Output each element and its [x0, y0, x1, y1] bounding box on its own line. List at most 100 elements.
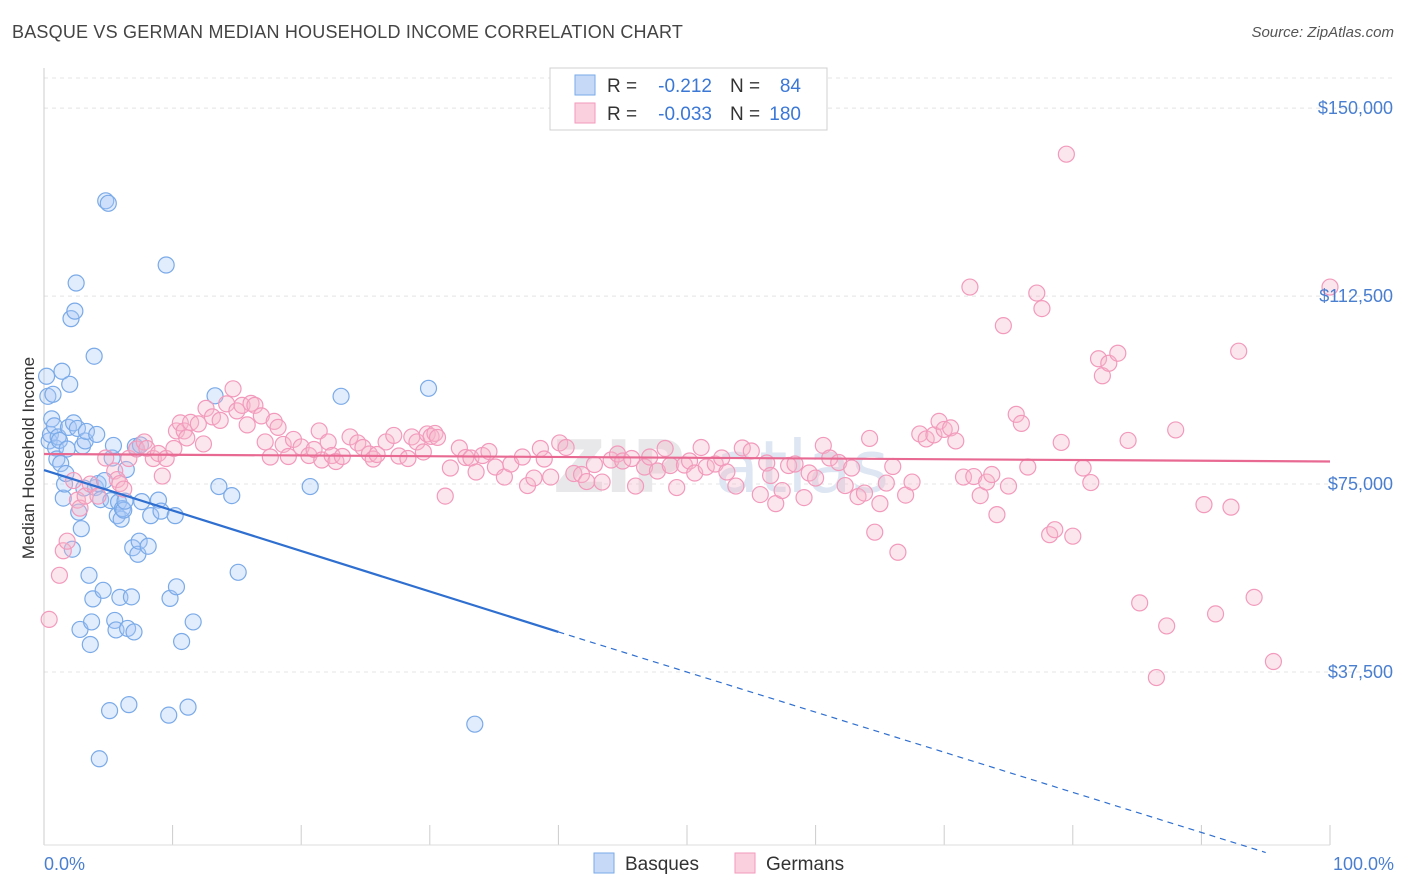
germans-point-140 [871, 495, 889, 513]
x-tick-marks [44, 825, 1331, 846]
germans-point-3 [58, 532, 76, 550]
germans-point-38 [238, 416, 256, 434]
germans-point-172 [1074, 459, 1092, 477]
germans-point-98 [593, 473, 611, 491]
legend-r-value-1: -0.212 [658, 76, 712, 97]
germans-point-96 [578, 472, 596, 491]
germans-point-106 [648, 462, 667, 480]
basques-point-90 [466, 715, 484, 733]
germans-point-76 [441, 459, 459, 477]
basques-point-18 [61, 375, 79, 393]
basques-point-68 [130, 532, 148, 550]
basques-point-89 [419, 379, 438, 397]
germans-point-173 [1082, 473, 1100, 492]
germans-point-93 [557, 438, 575, 457]
germans-point-169 [1052, 433, 1070, 452]
germans-point-120 [742, 442, 760, 460]
basques-point-86 [229, 563, 247, 581]
legend-r-label-2: R = [607, 104, 637, 125]
germans-point-52 [310, 422, 328, 440]
y-tick-label-1: $75,000 [1328, 474, 1393, 494]
basques-point-40 [90, 750, 108, 768]
germans-point-54 [319, 433, 337, 451]
germans-point-9 [89, 487, 107, 505]
y-tick-label-2: $112,500 [1319, 286, 1393, 306]
basques-point-85 [223, 486, 241, 505]
germans-point-183 [1195, 496, 1213, 514]
basques-point-11 [52, 454, 70, 473]
germans-point-27 [178, 429, 196, 447]
basques-point-79 [167, 578, 186, 596]
germans-point-0 [40, 610, 58, 629]
x-tick-label-max: 100.0% [1333, 854, 1394, 874]
legend-r-value-2: -0.033 [658, 104, 712, 125]
germans-point-128 [795, 488, 813, 507]
germans-point-107 [656, 439, 674, 458]
germans-point-65 [385, 426, 403, 445]
germans-point-88 [525, 469, 543, 487]
basques-point-62 [122, 588, 141, 606]
chart-title: BASQUE VS GERMAN MEDIAN HOUSEHOLD INCOME… [12, 22, 684, 42]
basques-point-24 [68, 419, 87, 438]
germans-point-163 [1012, 414, 1030, 433]
basques-point-61 [120, 696, 138, 714]
germans-point-117 [718, 463, 736, 481]
germans-point-109 [668, 478, 686, 497]
germans-point-143 [889, 543, 907, 561]
grid-lines [44, 77, 1394, 673]
basques-trend-line [43, 468, 559, 633]
germans-point-1 [50, 566, 69, 584]
germans-point-127 [786, 455, 804, 473]
series-legend-swatch-germans [734, 852, 756, 874]
germans-point-23 [165, 439, 183, 458]
basques-point-45 [99, 194, 117, 212]
germans-point-104 [635, 458, 654, 476]
germans-point-185 [1222, 498, 1240, 516]
basques-point-34 [82, 613, 101, 631]
series-legend-label-germans: Germans [766, 854, 844, 875]
legend-n-label-1: N = [730, 76, 760, 97]
basques-trend-extension [558, 631, 1266, 854]
basques-point-81 [179, 698, 197, 716]
germans-point-154 [961, 278, 979, 296]
legend-n-value-1: 84 [780, 76, 802, 97]
germans-point-142 [884, 457, 902, 476]
germans-point-178 [1119, 431, 1137, 450]
germans-point-114 [697, 458, 715, 476]
germans-point-42 [256, 433, 274, 451]
basques-point-36 [85, 347, 103, 365]
germans-point-145 [903, 473, 921, 491]
germans-point-139 [866, 523, 884, 541]
germans-point-187 [1245, 588, 1263, 606]
germans-point-179 [1131, 594, 1149, 612]
trend-lines [43, 452, 1331, 854]
stats-legend: R = -0.212 N = 84 R = -0.033 N = 180 [549, 67, 828, 131]
y-tick-labels: $37,500 $75,000 $112,500 $150,000 [1318, 98, 1393, 682]
germans-point-74 [428, 428, 447, 447]
basques-point-84 [210, 477, 228, 496]
germans-point-80 [467, 463, 485, 481]
germans-point-166 [1033, 300, 1051, 318]
germans-point-188 [1264, 652, 1283, 671]
germans-point-161 [999, 477, 1018, 495]
germans-point-130 [806, 469, 825, 487]
germans-point-164 [1019, 458, 1037, 476]
germans-point-137 [855, 484, 874, 502]
basques-point-72 [142, 507, 160, 525]
germans-point-155 [965, 467, 983, 486]
basques-point-23 [67, 274, 85, 292]
basques-point-33 [81, 635, 99, 654]
y-tick-label-0: $37,500 [1328, 662, 1393, 682]
germans-point-152 [947, 432, 965, 450]
basques-point-46 [100, 702, 119, 720]
germans-point-138 [861, 429, 879, 448]
basques-point-44 [97, 192, 115, 210]
legend-r-label-1: R = [607, 76, 637, 97]
germans-point-41 [252, 407, 270, 425]
basques-point-22 [66, 302, 84, 320]
germans-point-123 [761, 466, 780, 485]
germans-point-151 [942, 419, 960, 437]
germans-point-2 [54, 542, 72, 560]
basques-point-76 [160, 706, 178, 724]
